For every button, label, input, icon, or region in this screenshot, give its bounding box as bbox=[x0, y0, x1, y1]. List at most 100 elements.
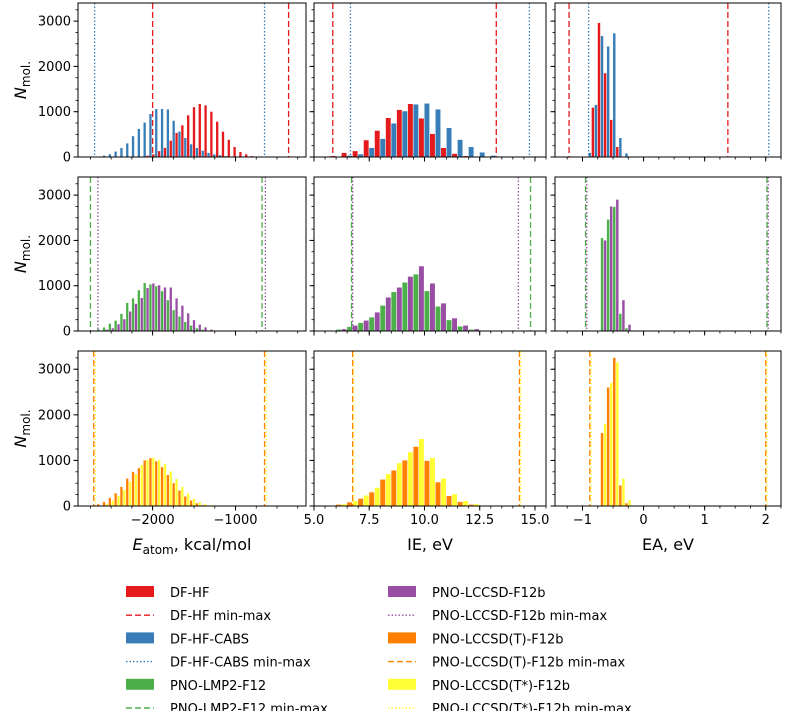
bar-df-hf-cabs-eatom-9 bbox=[149, 113, 152, 157]
bar-pno-lccsd-f12b-ie-8 bbox=[418, 266, 424, 331]
panel-frame bbox=[554, 2, 782, 158]
legend-label: PNO-LCCSD-F12b min-max bbox=[432, 609, 607, 624]
bar-pno-lmp2-f12-eatom-6 bbox=[131, 298, 135, 331]
bar-pno-lmp2-f12-eatom-16 bbox=[189, 325, 193, 331]
bar-pno-lccsd-t-f12b-eatom-14 bbox=[178, 490, 181, 506]
y-tick-label: 3000 bbox=[38, 363, 71, 378]
bar-df-hf-cabs-eatom-2 bbox=[108, 154, 111, 157]
bar-pno-lccsd-f12b-ea-6 bbox=[628, 324, 631, 331]
x-axis-label-main: E bbox=[133, 535, 144, 554]
legend-item-pno-lccsd-f12b-min-max: PNO-LCCSD-F12b min-max bbox=[388, 609, 607, 624]
bar-pno-lccsd-t-f12b-ie-2 bbox=[347, 502, 353, 506]
panel-r0-ie bbox=[309, 2, 547, 162]
bar-pno-lmp2-f12-ea-5 bbox=[619, 313, 622, 331]
panel-plot-area bbox=[93, 3, 290, 157]
bar-pno-lccsd-t-f12b-eatom-10 bbox=[158, 459, 161, 506]
bar-df-hf-cabs-ie-3 bbox=[358, 154, 364, 157]
bar-pno-lccsd-t-f12b-eatom-12 bbox=[169, 471, 172, 506]
bar-pno-lccsd-t-f12b-eatom-13 bbox=[175, 479, 178, 506]
bar-df-hf-cabs-eatom-15 bbox=[184, 137, 187, 157]
bar-pno-lccsd-t-f12b-ea-5 bbox=[622, 478, 625, 506]
bar-pno-lccsd-t-f12b-eatom-11 bbox=[160, 467, 164, 506]
bar-df-hf-cabs-ie-4 bbox=[369, 147, 375, 157]
legend-label: PNO-LCCSD(T)-F12b min-max bbox=[432, 656, 626, 671]
legend-item-pno-lccsd-t-f12b: PNO-LCCSD(T)-F12b bbox=[388, 632, 564, 647]
bar-df-hf-ea-3 bbox=[609, 119, 613, 157]
bar-pno-lmp2-f12-ie-8 bbox=[413, 274, 419, 331]
bar-df-hf-eatom-15 bbox=[187, 115, 190, 157]
bar-pno-lmp2-f12-ie-7 bbox=[402, 282, 408, 331]
panel-r0-ea bbox=[550, 2, 782, 162]
bar-pno-lccsd-t-f12b-ea-3 bbox=[606, 387, 610, 506]
legend-item-pno-lccsd-f12b: PNO-LCCSD-F12b bbox=[388, 586, 545, 601]
bar-df-hf-cabs-ie-13 bbox=[468, 147, 474, 157]
bar-pno-lccsd-f12b-eatom-12 bbox=[169, 287, 172, 331]
bar-pno-lccsd-t-f12b-ie-12 bbox=[463, 500, 469, 506]
bar-pno-lmp2-f12-eatom-15 bbox=[184, 321, 187, 331]
bar-pno-lccsd-t-f12b-eatom-10 bbox=[155, 461, 158, 506]
bar-df-hf-ie-4 bbox=[374, 130, 380, 157]
legend: DF-HF DF-HF min-max DF-HF-CABS DF-HF-CABS m… bbox=[126, 586, 632, 711]
panel-plot-area bbox=[330, 3, 531, 157]
bar-df-hf-cabs-ie-12 bbox=[457, 139, 463, 157]
bar-pno-lccsd-t-f12b-eatom-16 bbox=[189, 500, 193, 506]
bar-pno-lccsd-t-f12b-eatom-7 bbox=[140, 464, 143, 506]
x-tick-label: 10.0 bbox=[410, 513, 439, 528]
bar-df-hf-cabs-ea-3 bbox=[606, 46, 610, 157]
bar-pno-lccsd-t-f12b-ea-6 bbox=[625, 503, 628, 506]
panel-frame bbox=[313, 2, 547, 158]
bar-pno-lmp2-f12-ie-6 bbox=[391, 292, 397, 331]
bar-pno-lccsd-t-f12b-ie-11 bbox=[446, 495, 452, 506]
bar-pno-lccsd-t-f12b-eatom-12 bbox=[166, 475, 170, 506]
bar-pno-lmp2-f12-ea-2 bbox=[600, 238, 604, 331]
legend-item-df-hf-cabs-min-max: DF-HF-CABS min-max bbox=[126, 656, 311, 671]
bar-df-hf-ea-1 bbox=[597, 22, 601, 157]
bar-pno-lccsd-t-f12b-eatom-13 bbox=[172, 483, 175, 506]
legend-label: DF-HF bbox=[170, 586, 209, 601]
bar-pno-lccsd-f12b-eatom-15 bbox=[187, 313, 190, 331]
bar-pno-lccsd-t-f12b-ie-4 bbox=[374, 487, 380, 506]
bar-pno-lccsd-t-f12b-ie-8 bbox=[413, 446, 419, 506]
bar-pno-lccsd-t-f12b-ie-10 bbox=[435, 482, 441, 506]
bar-pno-lmp2-f12-eatom-12 bbox=[166, 300, 170, 331]
bar-df-hf-eatom-17 bbox=[198, 104, 201, 157]
bar-pno-lccsd-t-f12b-ie-13 bbox=[474, 504, 480, 506]
bar-pno-lccsd-t-f12b-eatom-4 bbox=[120, 486, 123, 506]
bar-df-hf-cabs-ea-1 bbox=[594, 104, 598, 157]
bar-df-hf-eatom-10 bbox=[158, 151, 161, 157]
bar-pno-lmp2-f12-ie-2 bbox=[347, 326, 353, 331]
bar-pno-lccsd-f12b-eatom-13 bbox=[175, 298, 178, 331]
x-axis-label-rest: , kcal/mol bbox=[174, 535, 252, 554]
bar-pno-lccsd-t-f12b-eatom-8 bbox=[143, 460, 146, 506]
bar-pno-lccsd-f12b-eatom-6 bbox=[134, 303, 138, 331]
bar-pno-lmp2-f12-ea-3 bbox=[606, 219, 610, 331]
y-tick-label: 2000 bbox=[38, 234, 71, 249]
bar-df-hf-cabs-ea-0 bbox=[588, 152, 592, 157]
bar-pno-lccsd-t-f12b-ie-13 bbox=[468, 504, 474, 506]
bar-df-hf-ie-9 bbox=[430, 133, 435, 157]
bar-pno-lccsd-f12b-ie-7 bbox=[407, 276, 413, 331]
bar-df-hf-ie-8 bbox=[418, 118, 424, 157]
x-tick-label: 0 bbox=[639, 513, 647, 528]
x-tick-label: 12.5 bbox=[465, 513, 494, 528]
bar-df-hf-eatom-24 bbox=[239, 152, 242, 157]
panel-frame bbox=[77, 350, 307, 507]
bar-pno-lmp2-f12-eatom-10 bbox=[155, 286, 158, 331]
bar-pno-lmp2-f12-ea-4 bbox=[613, 206, 616, 331]
bar-df-hf-cabs-eatom-16 bbox=[189, 144, 193, 157]
panel-frame bbox=[77, 176, 307, 332]
bar-pno-lccsd-t-f12b-ie-7 bbox=[407, 452, 413, 506]
bar-df-hf-cabs-ie-7 bbox=[402, 111, 408, 157]
x-axis-label: EA, eV bbox=[642, 535, 694, 554]
x-tick-label: −1000 bbox=[214, 513, 258, 528]
bar-df-hf-cabs-eatom-7 bbox=[137, 128, 140, 157]
panel-plot-area bbox=[568, 3, 770, 157]
bar-pno-lccsd-t-f12b-ea-5 bbox=[619, 485, 622, 506]
bar-df-hf-eatom-8 bbox=[146, 155, 149, 157]
bar-df-hf-eatom-12 bbox=[169, 140, 172, 157]
bar-df-hf-ie-10 bbox=[441, 147, 446, 157]
bar-pno-lccsd-f12b-eatom-9 bbox=[152, 283, 155, 331]
bar-pno-lccsd-t-f12b-ie-6 bbox=[396, 463, 402, 506]
